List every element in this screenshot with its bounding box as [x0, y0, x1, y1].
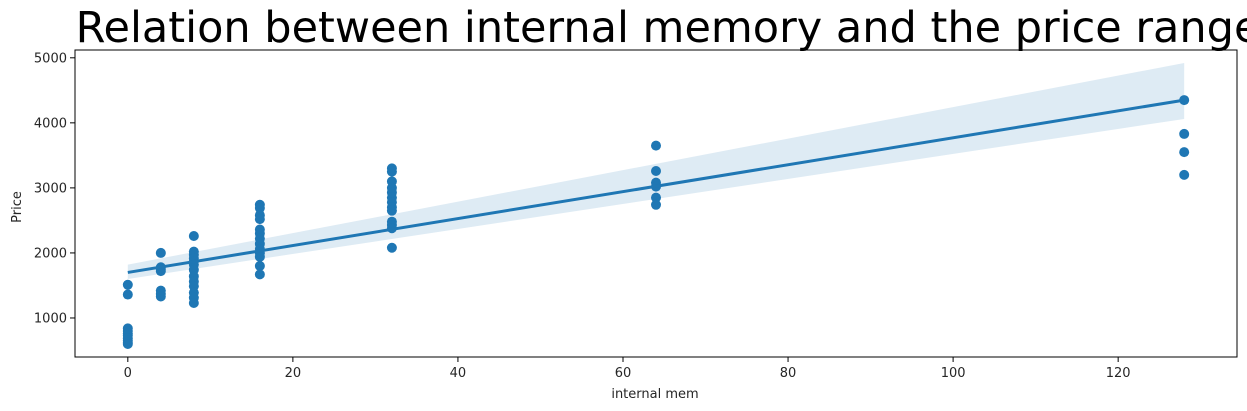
x-tick-label: 80	[780, 366, 797, 381]
data-point	[386, 242, 397, 253]
data-point	[651, 199, 661, 210]
regression-line	[127, 98, 1185, 274]
data-point	[254, 269, 265, 280]
y-tick-label: 2000	[34, 246, 67, 261]
axes-frame	[74, 49, 1238, 358]
y-axis-label: Price	[10, 191, 25, 223]
x-tick-label: 0	[124, 366, 132, 381]
data-point	[188, 231, 199, 242]
y-tick-label: 5000	[34, 51, 67, 66]
data-point	[122, 338, 133, 349]
data-point	[1179, 147, 1190, 158]
y-tick-label: 3000	[34, 181, 67, 196]
plot-area: 0 20 40 60 80 100 120 1000 2000 3000 4000 5000	[34, 49, 1238, 381]
data-point	[254, 260, 265, 271]
data-point	[188, 298, 199, 309]
data-point	[1179, 128, 1190, 139]
data-point	[651, 192, 661, 203]
x-tick-label: 100	[941, 366, 966, 381]
data-point	[386, 166, 397, 177]
data-point	[122, 289, 133, 300]
data-point	[651, 165, 661, 176]
chart-title: Relation between internal memory and the…	[76, 3, 1247, 53]
x-tick-label: 40	[450, 366, 467, 381]
x-tick-label: 120	[1106, 366, 1131, 381]
data-point	[254, 251, 265, 262]
x-tick-label: 60	[615, 366, 632, 381]
data-point	[386, 205, 397, 216]
data-point	[1179, 169, 1190, 180]
data-point	[254, 214, 265, 225]
data-point	[155, 291, 166, 302]
data-point	[254, 203, 265, 214]
data-point	[651, 140, 661, 151]
data-point	[155, 247, 166, 258]
y-tick-label: 1000	[34, 311, 67, 326]
x-tick-label: 20	[285, 366, 302, 381]
x-axis-label: internal mem	[611, 387, 698, 402]
data-point	[122, 279, 133, 290]
y-tick-label: 4000	[34, 116, 67, 131]
